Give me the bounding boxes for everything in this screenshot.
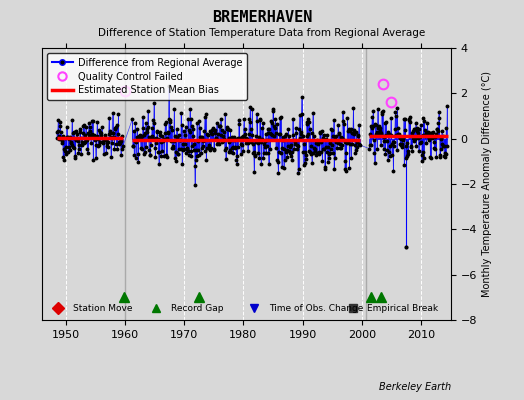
- Legend: Difference from Regional Average, Quality Control Failed, Estimated Station Mean: Difference from Regional Average, Qualit…: [47, 53, 247, 100]
- Y-axis label: Monthly Temperature Anomaly Difference (°C): Monthly Temperature Anomaly Difference (…: [483, 71, 493, 297]
- Text: Difference of Station Temperature Data from Regional Average: Difference of Station Temperature Data f…: [99, 28, 425, 38]
- Text: Station Move: Station Move: [72, 304, 132, 313]
- Text: Time of Obs. Change: Time of Obs. Change: [269, 304, 363, 313]
- Text: BREMERHAVEN: BREMERHAVEN: [212, 10, 312, 25]
- Text: Record Gap: Record Gap: [171, 304, 223, 313]
- Text: Empirical Break: Empirical Break: [367, 304, 438, 313]
- Text: Berkeley Earth: Berkeley Earth: [378, 382, 451, 392]
